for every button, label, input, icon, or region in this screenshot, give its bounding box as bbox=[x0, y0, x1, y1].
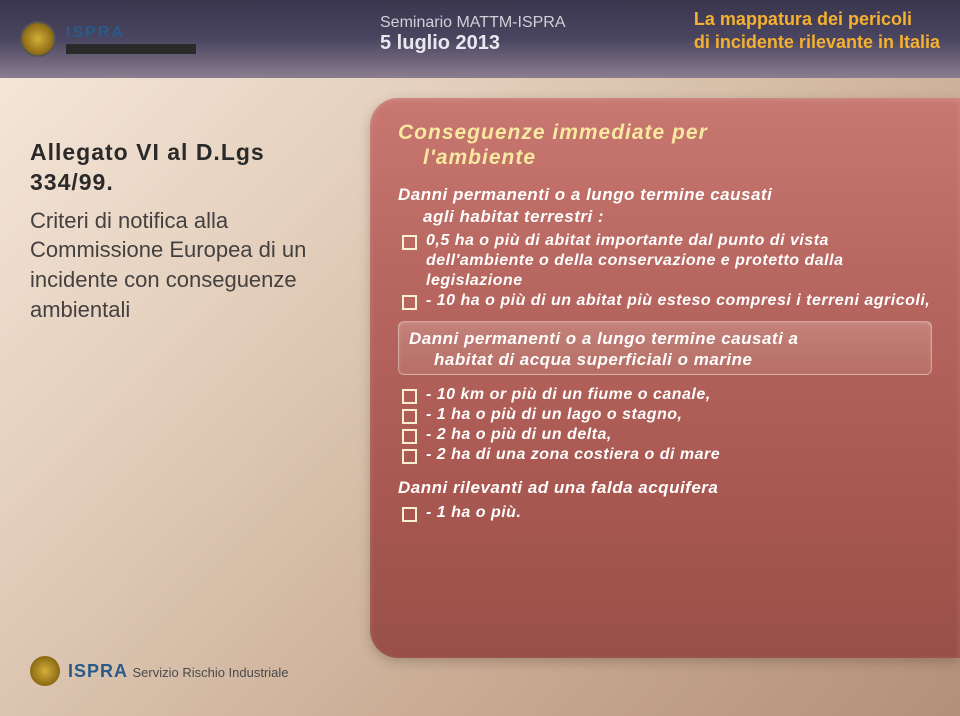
footer-emblem-icon bbox=[30, 656, 60, 686]
group3-heading: Danni rilevanti ad una falda acquifera bbox=[398, 477, 932, 498]
group3-list: - 1 ha o più. bbox=[398, 503, 932, 523]
footer-text: ISPRA Servizio Rischio Industriale bbox=[68, 661, 289, 682]
header-title: La mappatura dei pericoli di incidente r… bbox=[694, 8, 940, 55]
footer-logo: ISPRA Servizio Rischio Industriale bbox=[30, 656, 289, 686]
footer-dept: Servizio Rischio Industriale bbox=[132, 665, 288, 680]
g2-bullet1: - 10 km or più di un fiume o canale, bbox=[398, 385, 932, 405]
g2-l1: Danni permanenti o a lungo termine causa… bbox=[409, 329, 798, 348]
slide-content: Allegato VI al D.Lgs 334/99. Criteri di … bbox=[0, 78, 960, 716]
g2-l2: habitat di acqua superficiali o marine bbox=[434, 350, 752, 369]
left-text-block: Allegato VI al D.Lgs 334/99. Criteri di … bbox=[30, 138, 340, 325]
group2-heading: Danni permanenti o a lungo termine causa… bbox=[409, 328, 921, 371]
left-title-line1: Allegato VI al D.Lgs bbox=[30, 139, 265, 165]
g3-bullet1: - 1 ha o più. bbox=[398, 503, 932, 523]
panel-title-l2: l'ambiente bbox=[423, 146, 536, 169]
header-title-line1: La mappatura dei pericoli bbox=[694, 8, 940, 31]
group2-highlight: Danni permanenti o a lungo termine causa… bbox=[398, 321, 932, 376]
footer-org: ISPRA bbox=[68, 661, 128, 681]
consequences-panel: Conseguenze immediate per l'ambiente Dan… bbox=[370, 98, 960, 658]
g2-bullet3: - 2 ha o più di un delta, bbox=[398, 425, 932, 445]
group1-heading: Danni permanenti o a lungo termine causa… bbox=[398, 184, 932, 227]
header-left: ISPRA bbox=[20, 21, 196, 57]
header-center: Seminario MATTM-ISPRA 5 luglio 2013 bbox=[380, 14, 566, 55]
g2-bullet4: - 2 ha di una zona costiera o di mare bbox=[398, 445, 932, 465]
header-logo-block: ISPRA bbox=[66, 24, 196, 54]
g1-bullet1: 0,5 ha o più di abitat importante dal pu… bbox=[398, 231, 932, 291]
seminar-date: 5 luglio 2013 bbox=[380, 32, 566, 55]
g1-bullet2: - 10 ha o più di un abitat più esteso co… bbox=[398, 291, 932, 311]
g2-bullet2: - 1 ha o più di un lago o stagno, bbox=[398, 405, 932, 425]
panel-title: Conseguenze immediate per l'ambiente bbox=[398, 120, 932, 170]
ispra-logo-text: ISPRA bbox=[66, 24, 196, 42]
left-subtitle: Criteri di notifica alla Commissione Eur… bbox=[30, 206, 340, 325]
ministry-bar bbox=[66, 44, 196, 54]
group2-list: - 10 km or più di un fiume o canale, - 1… bbox=[398, 385, 932, 465]
italy-emblem-icon bbox=[20, 21, 56, 57]
group1-list: 0,5 ha o più di abitat importante dal pu… bbox=[398, 231, 932, 311]
seminar-line: Seminario MATTM-ISPRA bbox=[380, 14, 566, 32]
g3-l1: Danni rilevanti ad una falda acquifera bbox=[398, 478, 718, 497]
left-title-line2: 334/99. bbox=[30, 169, 114, 195]
left-title: Allegato VI al D.Lgs 334/99. bbox=[30, 138, 340, 198]
header-title-line2: di incidente rilevante in Italia bbox=[694, 31, 940, 54]
g1-l1: Danni permanenti o a lungo termine causa… bbox=[398, 185, 772, 204]
panel-title-l1: Conseguenze immediate per bbox=[398, 121, 708, 144]
header-bar: ISPRA Seminario MATTM-ISPRA 5 luglio 201… bbox=[0, 0, 960, 78]
g1-l2: agli habitat terrestri : bbox=[423, 207, 604, 226]
